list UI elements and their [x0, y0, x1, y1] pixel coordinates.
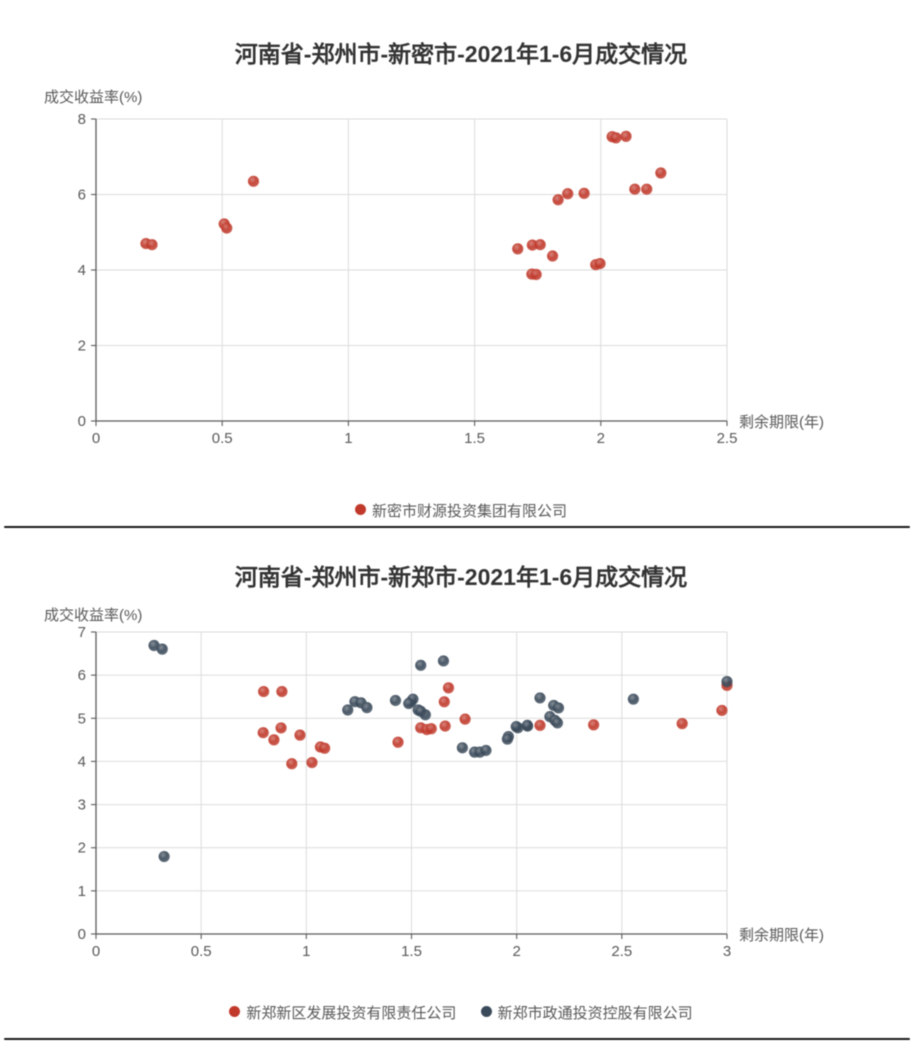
svg-text:2: 2 — [597, 430, 605, 447]
svg-text:7: 7 — [78, 624, 86, 641]
svg-text:0.5: 0.5 — [191, 943, 212, 960]
svg-text:2: 2 — [78, 338, 86, 355]
svg-text:8: 8 — [78, 111, 86, 128]
svg-text:2: 2 — [512, 943, 520, 960]
svg-text:0.5: 0.5 — [212, 430, 233, 447]
svg-text:2: 2 — [78, 840, 86, 857]
svg-text:0: 0 — [78, 926, 86, 943]
svg-text:5: 5 — [78, 710, 86, 727]
svg-text:0: 0 — [92, 943, 100, 960]
svg-text:1.5: 1.5 — [401, 943, 422, 960]
svg-text:剩余期限(年): 剩余期限(年) — [739, 926, 824, 944]
svg-text:1: 1 — [302, 943, 310, 960]
svg-text:0: 0 — [78, 413, 86, 430]
svg-text:6: 6 — [78, 667, 86, 684]
svg-text:1: 1 — [344, 430, 352, 447]
svg-text:1.5: 1.5 — [464, 430, 485, 447]
svg-text:2.5: 2.5 — [717, 430, 738, 447]
svg-text:剩余期限(年): 剩余期限(年) — [739, 413, 824, 431]
svg-text:4: 4 — [78, 753, 86, 770]
svg-text:3: 3 — [78, 797, 86, 814]
svg-text:6: 6 — [78, 187, 86, 204]
svg-text:0: 0 — [92, 430, 100, 447]
svg-text:3: 3 — [723, 943, 731, 960]
svg-text:4: 4 — [78, 262, 86, 279]
svg-text:1: 1 — [78, 883, 86, 900]
svg-text:2.5: 2.5 — [611, 943, 632, 960]
